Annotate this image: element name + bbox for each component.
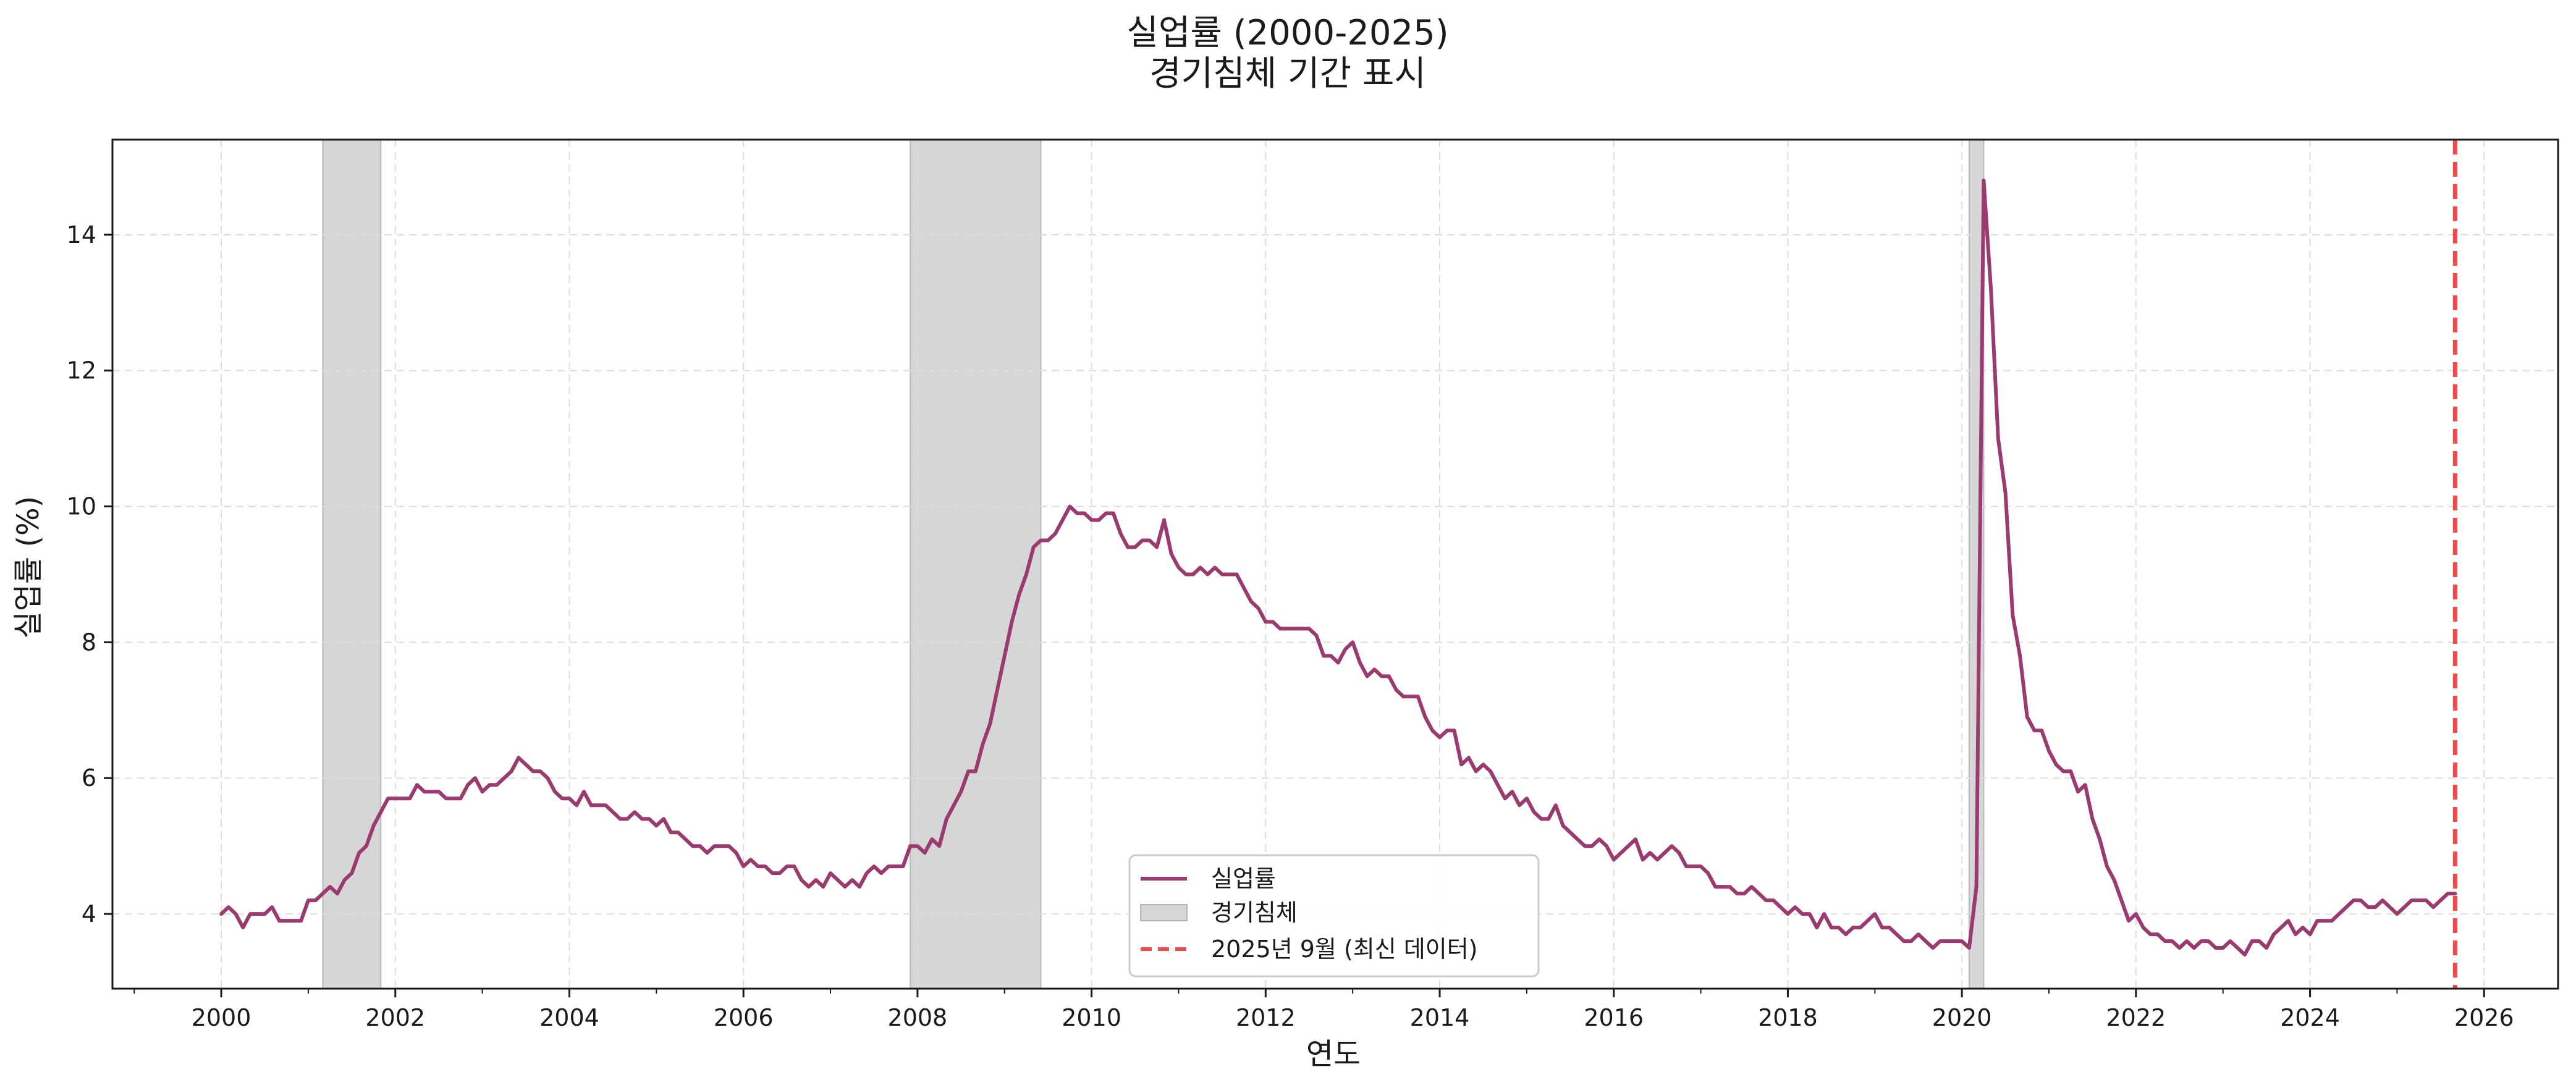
x-tick-label: 2004 <box>539 1004 599 1031</box>
x-tick-label: 2000 <box>192 1004 251 1031</box>
chart-title: 실업률 (2000-2025) <box>1126 13 1448 53</box>
y-tick-label: 14 <box>67 221 96 248</box>
x-tick-label: 2024 <box>2280 1004 2340 1031</box>
recession-band <box>322 139 382 989</box>
x-tick-label: 2018 <box>1758 1004 1818 1031</box>
y-tick-label: 10 <box>67 493 96 520</box>
y-axis-label: 실업률 (%) <box>11 496 46 639</box>
x-tick-label: 2022 <box>2106 1004 2166 1031</box>
x-tick-label: 2014 <box>1410 1004 1470 1031</box>
legend-box <box>1128 854 1540 978</box>
legend-entry-latest: 2025년 9월 (최신 데이터) <box>1211 936 1478 963</box>
axis-ticks: 2000 2002 2004 2006 2008 2010 2012 2014 2016 2018… <box>67 221 2514 1031</box>
x-tick-label: 2026 <box>2454 1004 2514 1031</box>
x-tick-label: 2010 <box>1062 1004 1121 1031</box>
chart-subtitle: 경기침체 기간 표시 <box>1149 54 1426 94</box>
recession-band <box>910 139 1042 989</box>
plot-frame <box>111 138 2559 990</box>
legend: 실업률 경기침체 2025년 9월 (최신 데이터) <box>1128 854 1540 978</box>
x-tick-label: 2020 <box>1932 1004 1992 1031</box>
x-tick-label: 2002 <box>365 1004 425 1031</box>
x-axis-label: 연도 <box>1306 1037 1361 1071</box>
x-tick-label: 2008 <box>888 1004 948 1031</box>
legend-entry-unemployment: 실업률 <box>1211 865 1276 892</box>
x-tick-label: 2006 <box>714 1004 774 1031</box>
legend-entry-recession: 경기침체 <box>1211 899 1298 926</box>
legend-recession-swatch <box>1140 904 1188 921</box>
series-layer <box>219 179 2457 957</box>
y-tick-label: 6 <box>82 764 96 792</box>
y-tick-label: 4 <box>82 900 96 927</box>
y-tick-label: 12 <box>67 357 96 384</box>
x-tick-label: 2012 <box>1236 1004 1296 1031</box>
x-tick-label: 2016 <box>1584 1004 1644 1031</box>
series-line-unemployment <box>219 179 2457 957</box>
y-tick-label: 8 <box>82 628 96 656</box>
